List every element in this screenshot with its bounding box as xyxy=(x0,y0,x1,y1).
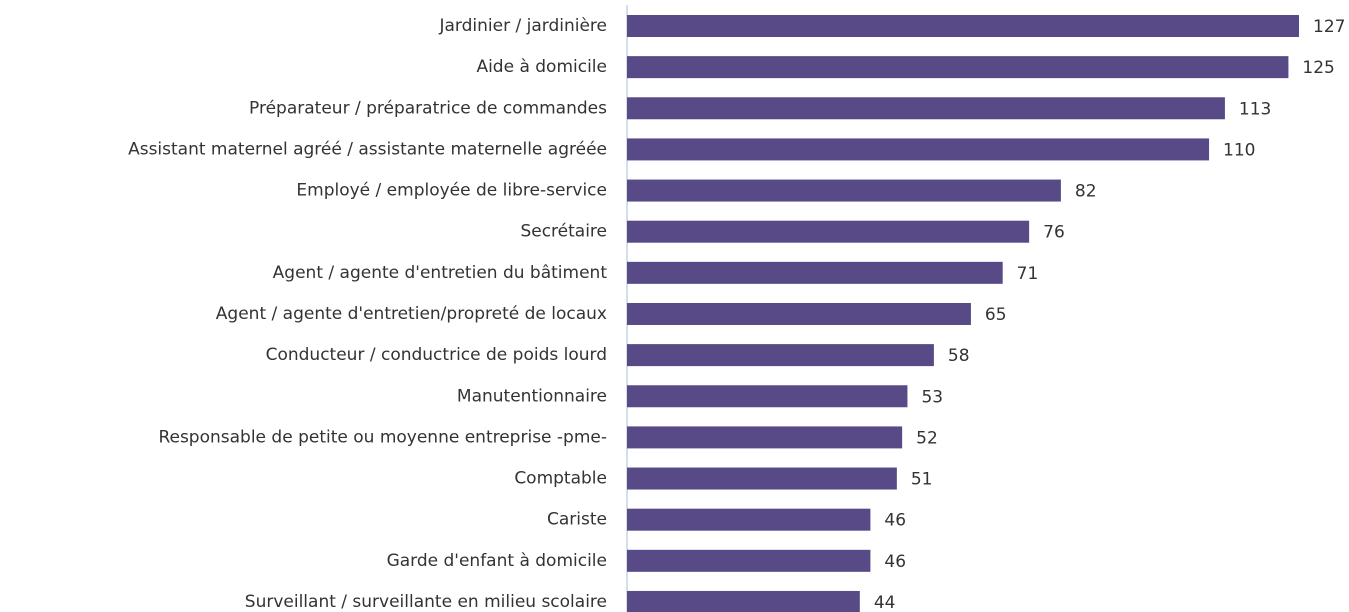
category-label: Préparateur / préparatrice de commandes xyxy=(249,98,607,118)
value-label: 82 xyxy=(1075,182,1097,202)
value-label: 110 xyxy=(1223,140,1255,160)
value-label: 65 xyxy=(985,305,1007,325)
category-label: Jardinier / jardinière xyxy=(439,16,608,36)
value-label: 76 xyxy=(1043,223,1065,243)
value-label: 53 xyxy=(921,387,943,407)
value-label: 71 xyxy=(1017,264,1039,284)
category-label: Aide à domicile xyxy=(476,57,607,77)
bar xyxy=(627,302,971,325)
category-label: Agent / agente d'entretien du bâtiment xyxy=(273,263,608,283)
category-label: Manutentionnaire xyxy=(457,386,607,406)
bar xyxy=(627,220,1030,243)
bar xyxy=(627,590,860,612)
bar xyxy=(627,179,1061,202)
bar xyxy=(627,508,871,531)
value-label: 46 xyxy=(884,552,906,572)
bar xyxy=(627,426,903,449)
value-label: 52 xyxy=(916,428,938,448)
value-label: 46 xyxy=(884,511,906,531)
category-label: Cariste xyxy=(547,510,607,530)
value-label: 58 xyxy=(948,346,970,366)
category-label: Surveillant / surveillante en milieu sco… xyxy=(245,592,607,612)
category-label: Assistant maternel agréé / assistante ma… xyxy=(128,139,607,159)
category-label: Conducteur / conductrice de poids lourd xyxy=(266,345,607,365)
bar xyxy=(627,138,1210,161)
bar xyxy=(627,549,871,572)
category-label: Garde d'enfant à domicile xyxy=(387,551,607,571)
bar xyxy=(627,385,908,408)
bar xyxy=(627,467,897,490)
category-label: Comptable xyxy=(514,469,607,489)
value-label: 44 xyxy=(874,593,896,612)
bar xyxy=(627,15,1299,37)
category-label: Agent / agente d'entretien/propreté de l… xyxy=(216,304,607,324)
value-label: 51 xyxy=(911,470,933,490)
category-label: Responsable de petite ou moyenne entrepr… xyxy=(158,427,607,447)
category-label: Secrétaire xyxy=(520,222,607,242)
bar xyxy=(627,261,1003,284)
bar xyxy=(627,56,1289,79)
value-label: 127 xyxy=(1313,17,1345,37)
bar xyxy=(627,344,934,367)
bar xyxy=(627,97,1225,120)
value-label: 113 xyxy=(1239,99,1271,119)
value-label: 125 xyxy=(1302,58,1334,78)
category-label: Employé / employée de libre-service xyxy=(296,181,607,201)
